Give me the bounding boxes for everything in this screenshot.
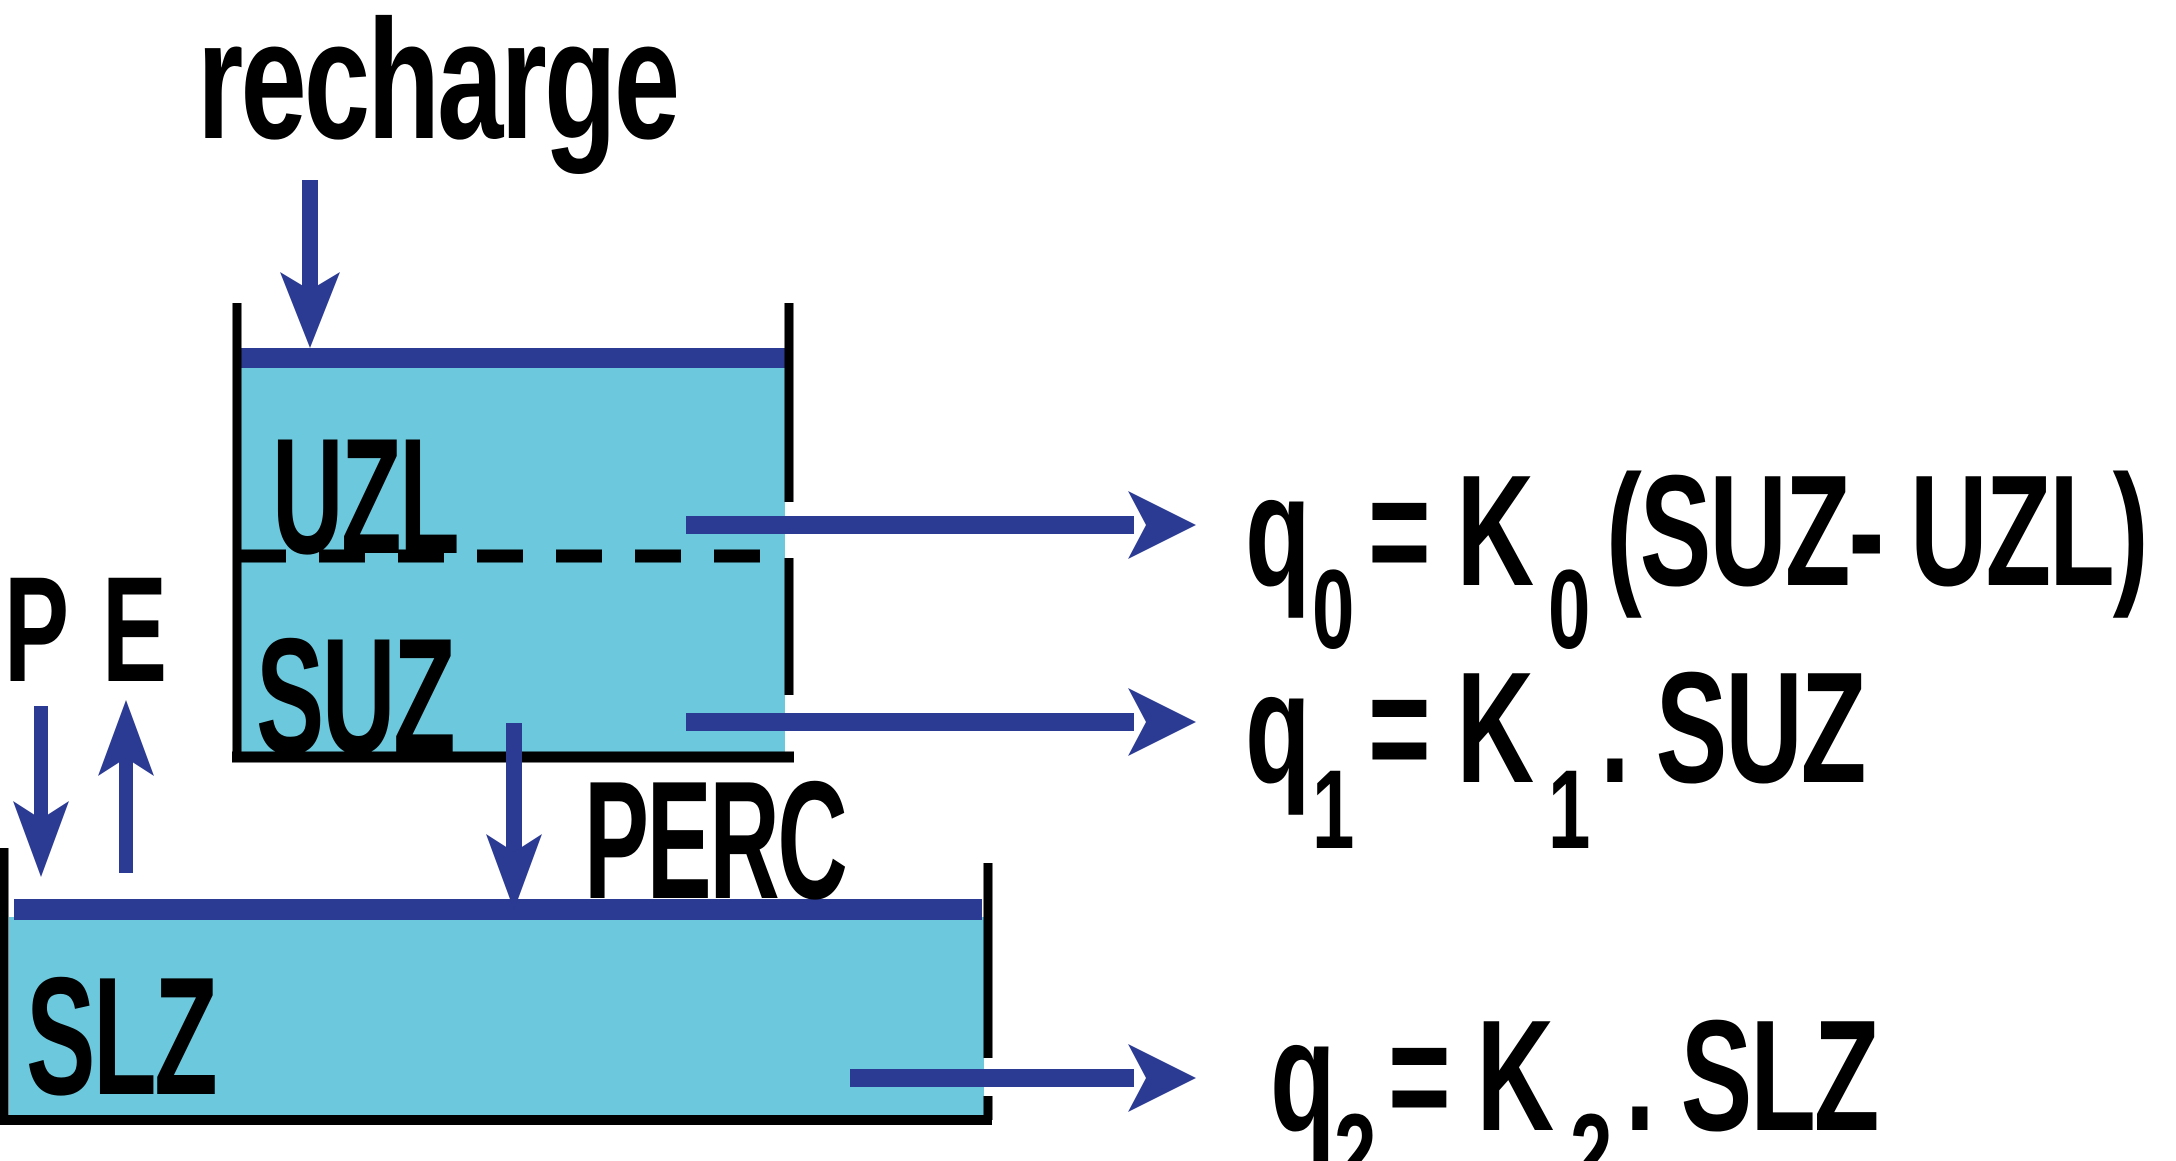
percolation-arrowhead-icon bbox=[486, 834, 542, 910]
perc-label: PERC bbox=[584, 748, 845, 935]
recharge-arrow-shaft bbox=[302, 180, 318, 298]
lower-tank-water-surface-line bbox=[14, 899, 982, 920]
equation-q1: q 1 = K 1 . SUZ bbox=[1245, 639, 1866, 872]
percolation-arrow bbox=[486, 723, 542, 910]
lower-tank: SLZ bbox=[0, 848, 993, 1130]
evaporation-arrow bbox=[98, 700, 154, 873]
eq-q1-lhs-subscript: 1 bbox=[1312, 747, 1353, 872]
eq-q1-mid-subscript: 1 bbox=[1548, 747, 1589, 872]
precipitation-label: P bbox=[4, 545, 66, 713]
evaporation-arrow-shaft bbox=[119, 750, 133, 873]
eq-q1-lhs: q bbox=[1245, 639, 1309, 816]
eq-q0-lhs: q bbox=[1245, 442, 1309, 619]
evaporation-arrowhead-icon bbox=[98, 700, 154, 776]
q0-outflow-arrow bbox=[686, 491, 1196, 559]
uzl-label: UZL bbox=[272, 404, 457, 588]
q1-arrow-shaft bbox=[686, 713, 1134, 731]
q1-outflow-arrow bbox=[686, 688, 1196, 756]
suz-label: SUZ bbox=[256, 605, 453, 789]
slz-label: SLZ bbox=[26, 941, 215, 1130]
eq-q0-mid-subscript: 0 bbox=[1548, 547, 1589, 672]
eq-q0-mid: = K bbox=[1368, 442, 1534, 619]
eq-q1-mid: = K bbox=[1368, 639, 1534, 816]
upper-tank: UZL SUZ bbox=[232, 303, 794, 789]
upper-tank-water-surface-line bbox=[238, 348, 788, 368]
eq-q0-lhs-subscript: 0 bbox=[1312, 547, 1353, 672]
q0-arrow-shaft bbox=[686, 516, 1134, 534]
precipitation-arrow bbox=[13, 706, 69, 877]
precipitation-arrow-shaft bbox=[34, 706, 48, 825]
lower-tank-water-fill bbox=[9, 917, 984, 1122]
eq-q2-mid: = K bbox=[1388, 987, 1554, 1161]
eq-q2-lhs-subscript: 2 bbox=[1334, 1091, 1375, 1161]
eq-q1-rhs: . SUZ bbox=[1600, 639, 1864, 816]
recharge-arrowhead-icon bbox=[280, 272, 340, 348]
q2-outflow-arrow bbox=[850, 1044, 1196, 1112]
recharge-arrow bbox=[280, 180, 340, 348]
q2-arrowhead-icon bbox=[1128, 1044, 1196, 1112]
q0-arrowhead-icon bbox=[1128, 491, 1196, 559]
percolation-arrow-shaft bbox=[506, 723, 522, 858]
q1-arrowhead-icon bbox=[1128, 688, 1196, 756]
equation-q2: q 2 = K 2 . SLZ bbox=[1270, 987, 1879, 1161]
equation-q0: q 0 = K 0 (SUZ- UZL) bbox=[1245, 442, 2149, 672]
q2-arrow-shaft bbox=[850, 1069, 1134, 1087]
recharge-label: recharge bbox=[197, 0, 677, 175]
eq-q2-mid-subscript: 2 bbox=[1570, 1091, 1611, 1161]
evaporation-label: E bbox=[102, 545, 164, 713]
eq-q2-lhs: q bbox=[1270, 987, 1334, 1161]
precipitation-arrowhead-icon bbox=[13, 801, 69, 877]
eq-q0-rhs: (SUZ- UZL) bbox=[1606, 442, 2146, 619]
eq-q2-rhs: . SLZ bbox=[1625, 987, 1877, 1161]
